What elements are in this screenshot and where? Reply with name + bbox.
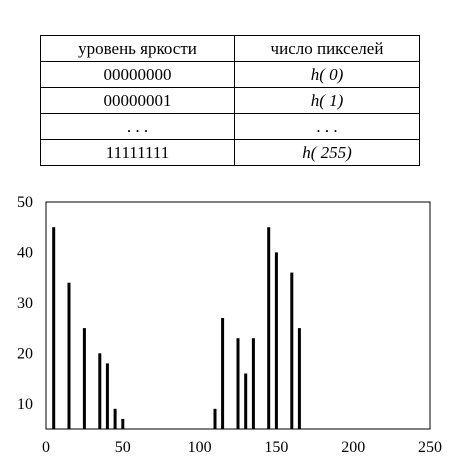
header-pixel-count: число пикселей: [234, 35, 420, 62]
pixel-count-cell: h( 255): [234, 139, 420, 166]
header-brightness-level: уровень яркости: [40, 35, 235, 62]
bar-3: [98, 353, 102, 429]
y-axis-ticks: 10 20 30 40 50: [17, 194, 33, 413]
table-row: 11111111 h( 255): [40, 139, 420, 166]
y-tick-label: 40: [17, 244, 33, 261]
y-tick-label: 30: [17, 295, 33, 312]
y-tick-label: 20: [17, 345, 33, 362]
bar-15: [297, 328, 301, 429]
y-tick-label: 10: [17, 396, 33, 413]
table-row: 00000000 h( 0): [40, 61, 420, 88]
histogram-chart: 0 50 100 150 200 250 10 20 30 40 50: [17, 194, 442, 456]
x-tick-label: 100: [188, 439, 212, 456]
table-row: 00000001 h( 1): [40, 87, 420, 114]
x-tick-label: 200: [341, 439, 365, 456]
histogram-table: уровень яркости число пикселей 00000000 …: [40, 35, 420, 166]
ellipsis-cell: . . .: [40, 113, 235, 140]
bar-14: [290, 272, 294, 429]
bar-13: [274, 252, 278, 429]
bar-6: [121, 418, 125, 429]
pixel-count-cell: h( 0): [234, 61, 420, 88]
bar-9: [236, 338, 240, 429]
pixel-count-cell: h( 1): [234, 87, 420, 114]
bar-5: [113, 408, 117, 429]
bars-group: [52, 227, 301, 429]
y-tick-label: 50: [17, 194, 33, 211]
brightness-cell: 00000000: [40, 61, 235, 88]
ellipsis-cell: . . .: [234, 113, 420, 140]
x-axis-ticks: 0 50 100 150 200 250: [42, 439, 442, 456]
bar-2: [82, 328, 86, 429]
x-tick-label: 250: [418, 439, 442, 456]
bar-1: [67, 282, 71, 429]
table-row: . . . . . .: [40, 113, 420, 140]
x-tick-label: 0: [42, 439, 50, 456]
bar-7: [213, 408, 217, 429]
bar-12: [267, 227, 271, 429]
bar-4: [105, 363, 109, 429]
bar-10: [244, 373, 248, 429]
bar-11: [251, 338, 255, 429]
bar-0: [52, 227, 56, 429]
x-tick-label: 50: [115, 439, 131, 456]
table-header-row: уровень яркости число пикселей: [40, 35, 420, 62]
x-tick-label: 150: [264, 439, 288, 456]
brightness-cell: 11111111: [40, 139, 235, 166]
brightness-cell: 00000001: [40, 87, 235, 114]
bar-8: [221, 318, 225, 429]
